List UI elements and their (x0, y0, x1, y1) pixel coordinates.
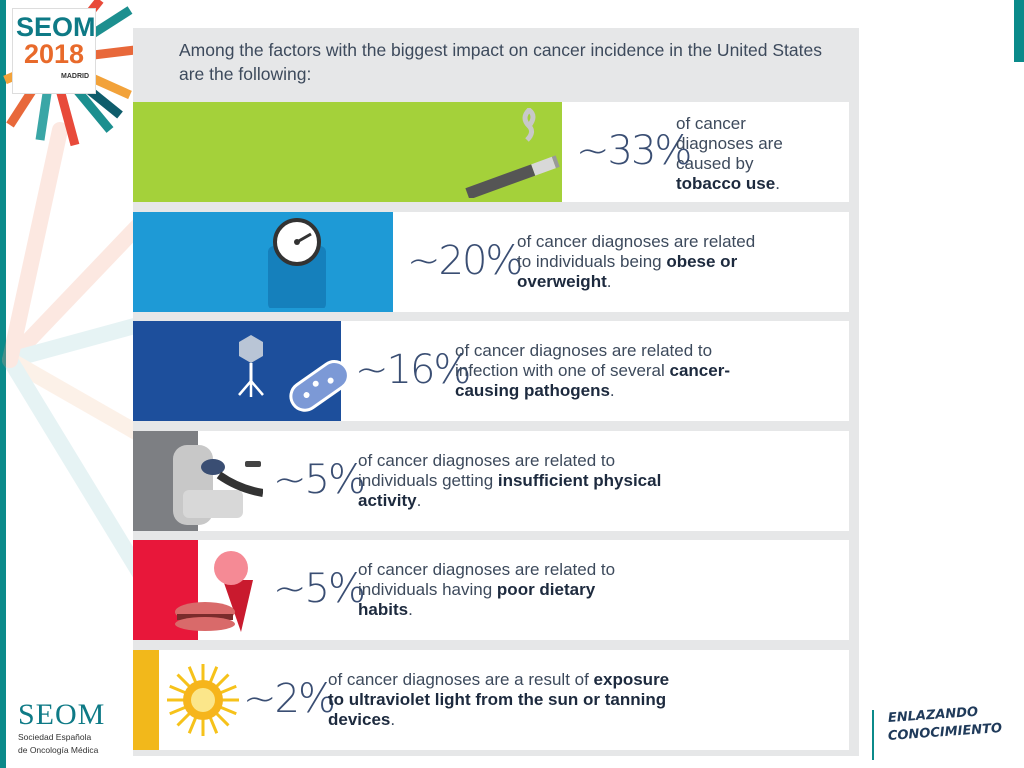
slogan: ENLAZANDO CONOCIMIENTO (872, 705, 1024, 760)
seom-footer-logo: SEOM Sociedad Española de Oncología Médi… (18, 700, 128, 756)
chart-title: Among the factors with the biggest impac… (179, 40, 822, 84)
virus-bacteria-icon (226, 327, 356, 422)
category-description: of cancer diagnoses are related to infec… (455, 341, 765, 401)
category-description: of cancer diagnoses are related to indiv… (358, 560, 618, 620)
bar-row: ~5% of cancer diagnoses are related to in… (133, 540, 849, 640)
category-description: of cancer diagnoses are related to indiv… (517, 232, 757, 292)
description-end: . (408, 600, 413, 619)
cigarette-icon (457, 106, 577, 203)
couch-person-icon (153, 435, 283, 540)
infographic-panel: Among the factors with the biggest impac… (133, 28, 859, 756)
burger-icecream-icon (153, 540, 263, 645)
category-description: of cancer diagnoses are a result of expo… (328, 670, 678, 730)
value-label: ~33% (576, 128, 692, 174)
bar-row: ~5% of cancer diagnoses are related to in… (133, 430, 849, 531)
description-text: of cancer diagnoses are related to indiv… (517, 231, 756, 271)
sun-icon (163, 660, 243, 745)
bathroom-scale-icon (263, 217, 333, 313)
description-end: . (416, 490, 422, 510)
description-text: of cancer diagnoses are related to infec… (455, 341, 713, 380)
description-end: . (609, 381, 615, 400)
description-factor: obese or overweight (517, 251, 738, 291)
category-description: of cancer diagnoses are caused by tobacc… (676, 114, 806, 194)
footer-logo-line2: de Oncología Médica (18, 745, 99, 755)
value-label: ~20% (407, 237, 523, 284)
value-label: ~5% (273, 566, 366, 612)
bar-mark (133, 211, 393, 312)
logo-city-text: MADRID (61, 73, 89, 80)
description-end: . (775, 174, 780, 193)
bar-row: ~2% of cancer diagnoses are a result of e… (133, 649, 849, 750)
logo-seom-text: SEOM (16, 12, 96, 42)
description-text: of cancer diagnoses are caused by (676, 114, 783, 173)
description-end: . (390, 709, 396, 729)
description-text: of cancer diagnoses are a result of (328, 669, 594, 689)
description-factor: exposure to ultraviolet light from the s… (328, 669, 670, 729)
description-factor: cancer-causing pathogens (455, 361, 730, 400)
description-text: of cancer diagnoses are related to indiv… (358, 560, 616, 599)
value-label: ~16% (355, 347, 471, 393)
description-end: . (606, 271, 612, 291)
description-factor: insufficient physical activity (358, 470, 662, 510)
bar-row: ~20% of cancer diagnoses are related to i… (133, 211, 849, 313)
description-factor: tobacco use (676, 174, 776, 193)
left-accent-rail (0, 0, 6, 768)
footer-logo-name: SEOM (18, 698, 106, 731)
description-text: of cancer diagnoses are related to indiv… (358, 450, 616, 490)
bar-mark (133, 649, 159, 750)
seom-2018-logo: SEOM 2018 MADRID (12, 8, 96, 94)
bar-row: ~16% of cancer diagnoses are related to i… (133, 321, 849, 421)
logo-year-text: 2018 (23, 39, 85, 69)
bar-row: ~33% of cancer diagnoses are caused by to… (133, 102, 849, 202)
value-label: ~2% (243, 675, 336, 722)
value-label: ~5% (273, 456, 366, 503)
right-accent-rail (1014, 0, 1024, 62)
footer-logo-line1: Sociedad Española (18, 732, 92, 742)
description-factor: poor dietary habits (358, 580, 596, 619)
category-description: of cancer diagnoses are related to indiv… (358, 451, 668, 511)
